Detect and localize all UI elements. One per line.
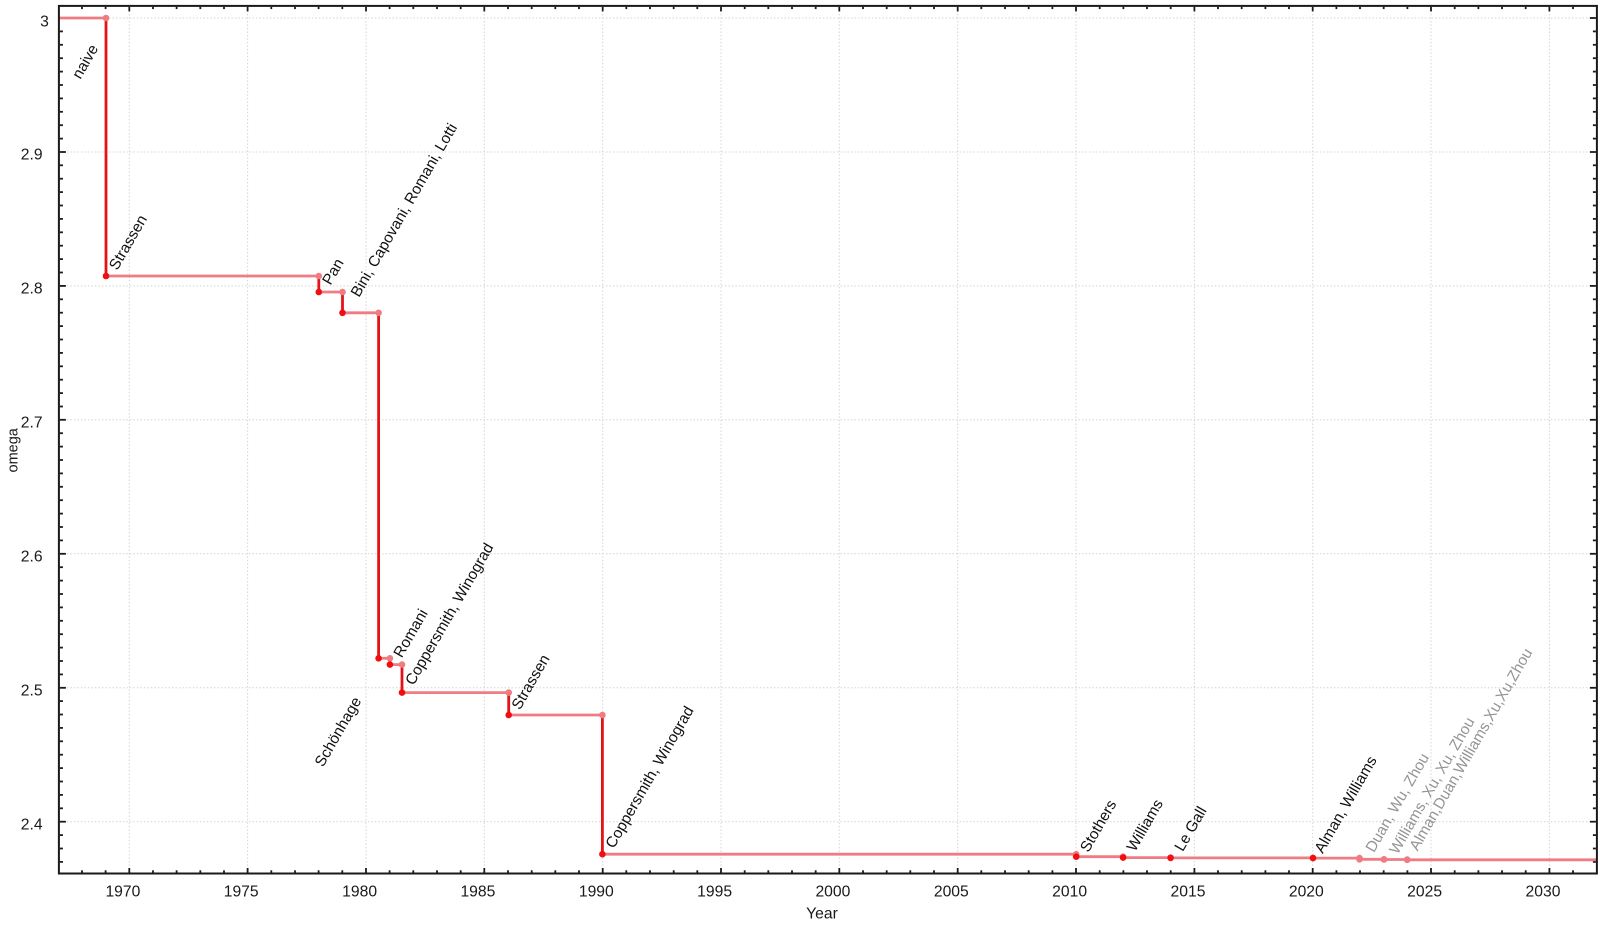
- svg-text:2.5: 2.5: [21, 682, 43, 699]
- svg-text:1995: 1995: [697, 884, 732, 901]
- svg-text:2.6: 2.6: [21, 548, 43, 565]
- svg-text:omega: omega: [6, 427, 22, 472]
- svg-text:2.7: 2.7: [21, 414, 43, 431]
- svg-text:2.9: 2.9: [21, 147, 43, 164]
- svg-text:2030: 2030: [1526, 884, 1561, 901]
- svg-text:Year: Year: [806, 906, 838, 921]
- svg-text:2000: 2000: [815, 884, 850, 901]
- svg-text:2005: 2005: [934, 884, 969, 901]
- svg-text:2015: 2015: [1171, 884, 1206, 901]
- svg-text:2.4: 2.4: [21, 816, 43, 833]
- svg-text:1980: 1980: [342, 884, 377, 901]
- svg-text:1985: 1985: [460, 884, 495, 901]
- svg-text:3: 3: [40, 14, 49, 31]
- svg-text:1975: 1975: [224, 884, 259, 901]
- svg-text:2020: 2020: [1289, 884, 1324, 901]
- svg-text:1990: 1990: [579, 884, 614, 901]
- svg-text:2025: 2025: [1407, 884, 1442, 901]
- svg-text:2.8: 2.8: [21, 281, 43, 298]
- svg-text:1970: 1970: [105, 884, 140, 901]
- svg-text:2010: 2010: [1052, 884, 1087, 901]
